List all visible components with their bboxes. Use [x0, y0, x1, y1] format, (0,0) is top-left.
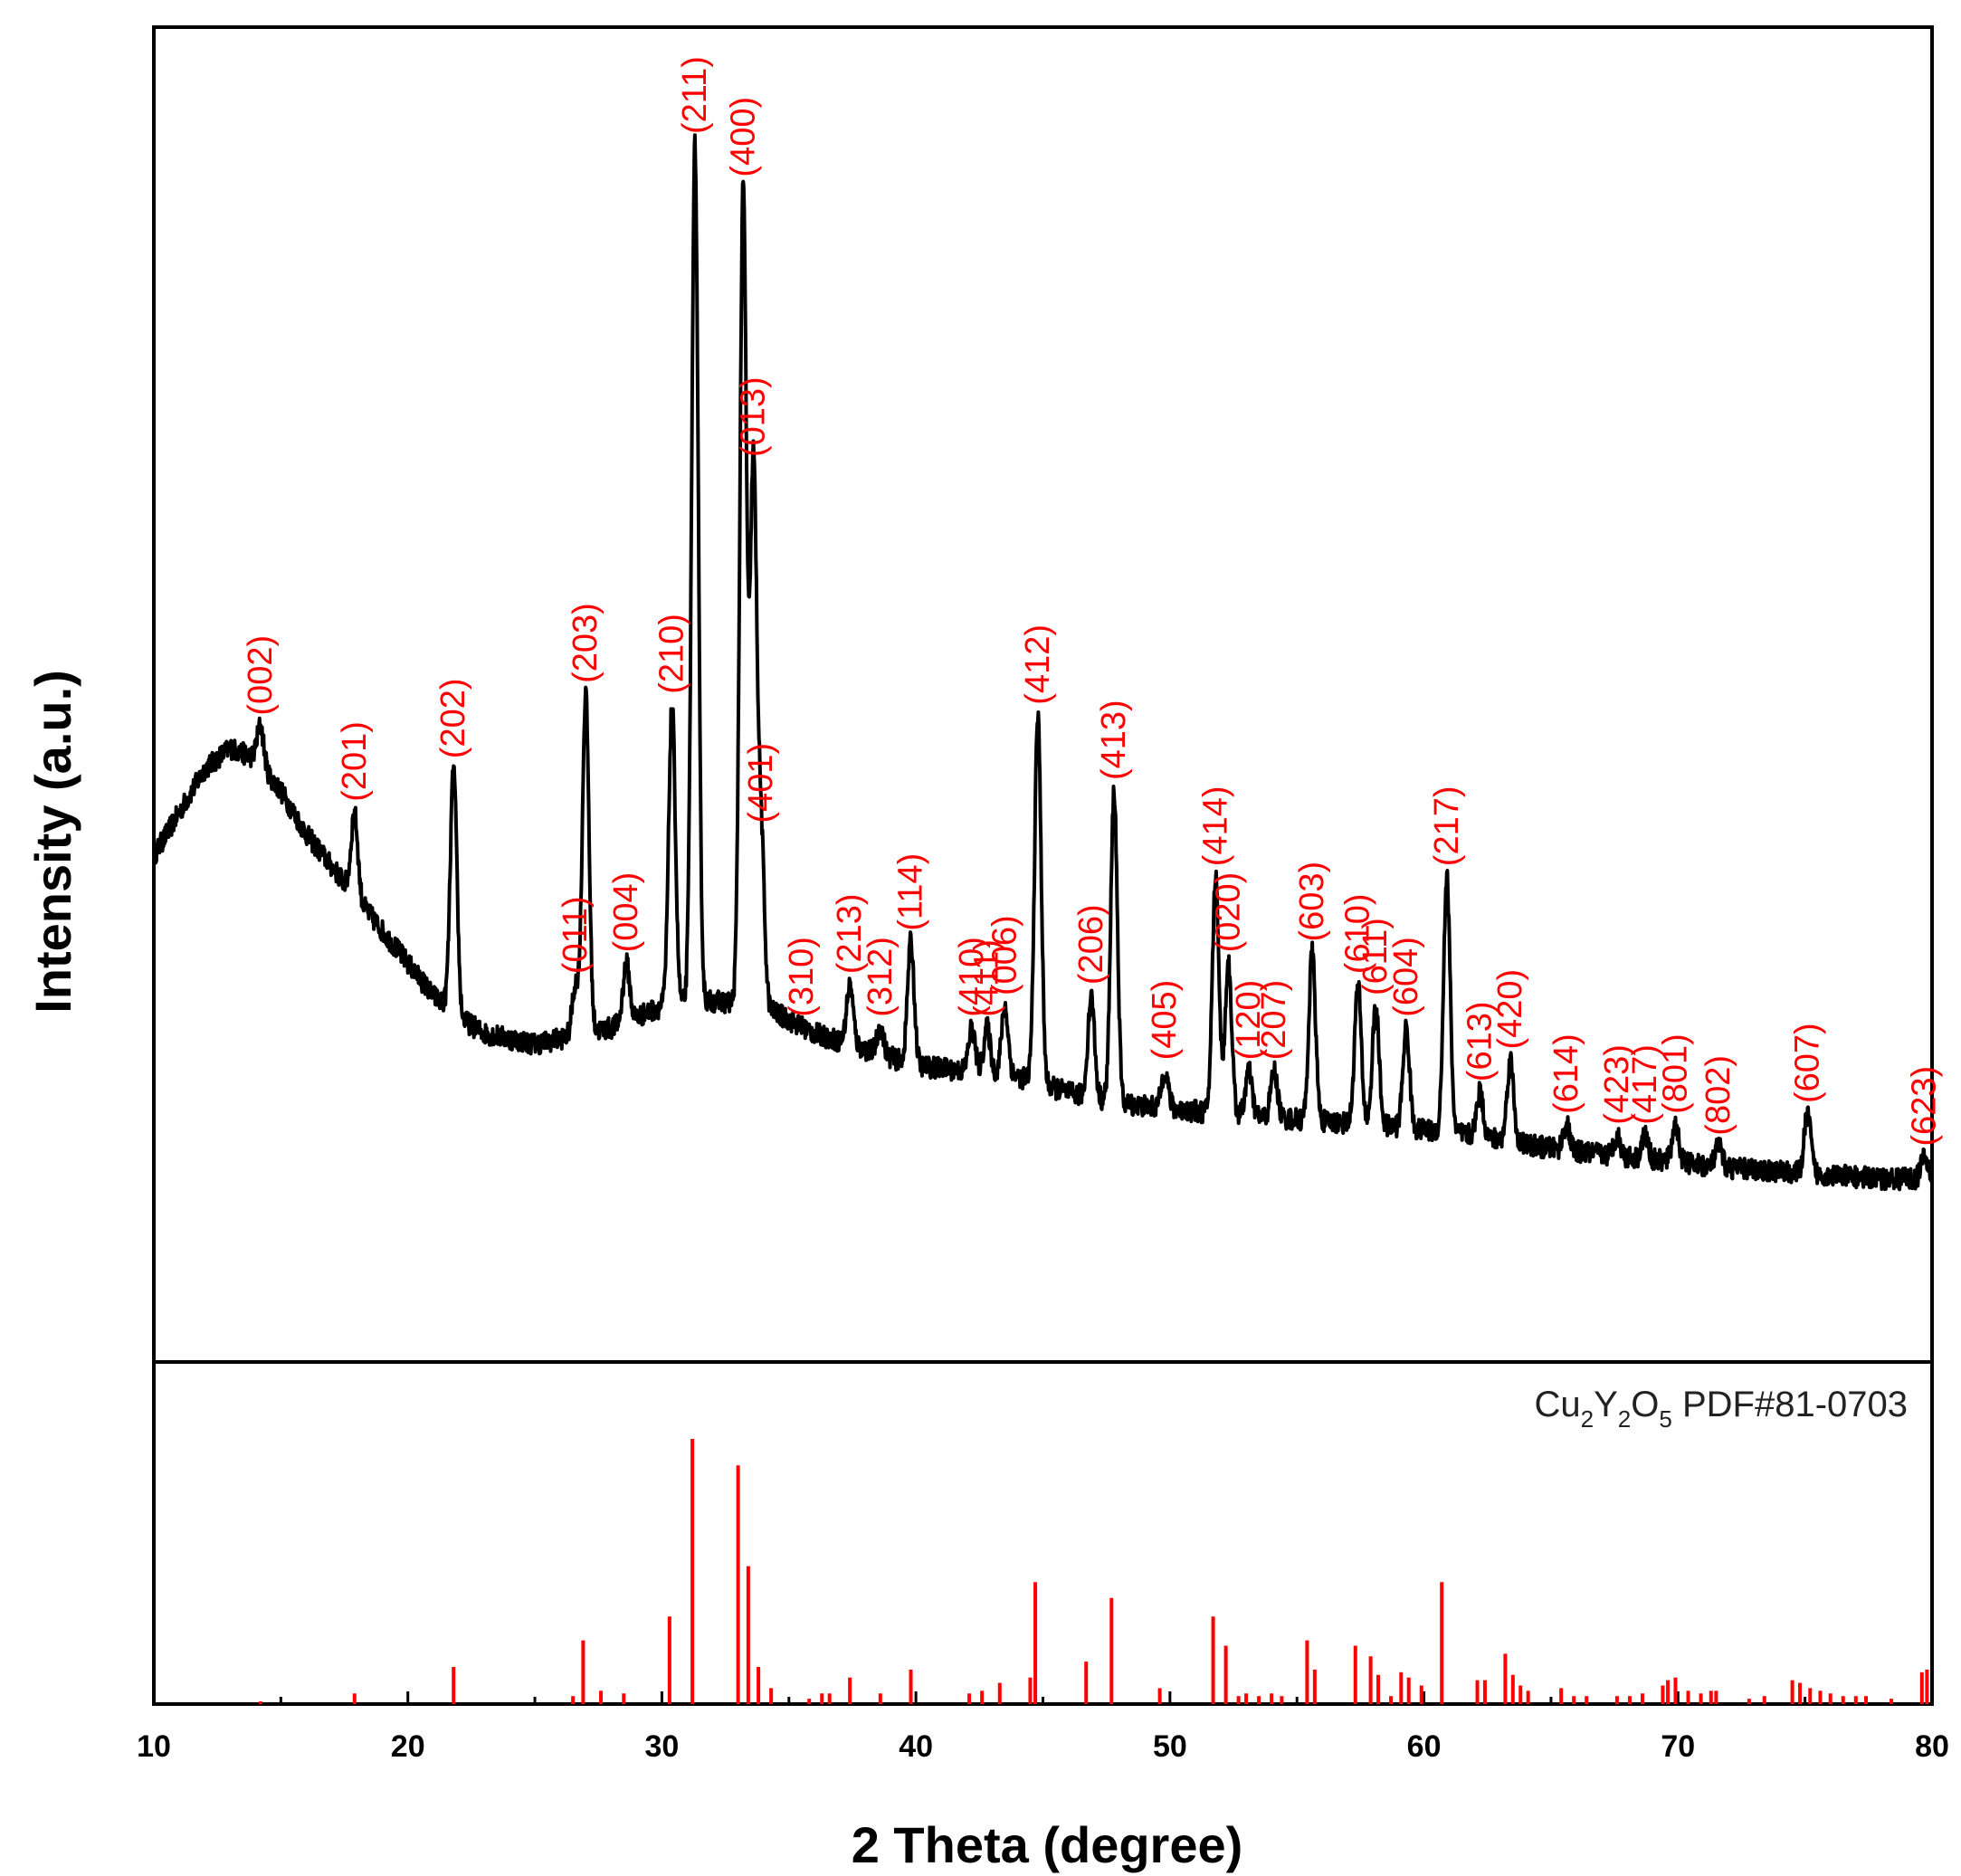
- hkl-label: (217): [1428, 786, 1466, 866]
- hkl-label: (610): [1339, 893, 1377, 974]
- hkl-label: (411): [968, 939, 1006, 1017]
- hkl-label: (203): [566, 603, 604, 683]
- hkl-label: (201): [336, 721, 374, 802]
- hkl-label: (013): [735, 376, 773, 457]
- hkl-label: (423): [1598, 1044, 1636, 1125]
- hkl-label: (011): [557, 896, 595, 974]
- hkl-label: (802): [1699, 1055, 1737, 1136]
- x-tick-label: 70: [1661, 1729, 1695, 1764]
- hkl-label: (120): [1230, 980, 1268, 1061]
- hkl-label: (310): [783, 937, 821, 1017]
- xrd-pattern-panel: [152, 133, 1934, 1192]
- hkl-label: (607): [1788, 1023, 1826, 1103]
- hkl-label: (603): [1293, 862, 1331, 942]
- hkl-label: (405): [1146, 980, 1184, 1061]
- reference-panel: [258, 1439, 1929, 1704]
- formula-text: Cu: [1534, 1385, 1580, 1424]
- formula-text: PDF#81-0703: [1672, 1385, 1908, 1424]
- hkl-label: (004): [607, 872, 645, 953]
- x-tick-label: 60: [1407, 1729, 1442, 1764]
- x-tick-label: 30: [645, 1729, 680, 1764]
- hkl-label: (604): [1387, 937, 1425, 1017]
- x-tick-label: 50: [1153, 1729, 1187, 1764]
- x-tick-label: 20: [391, 1729, 425, 1764]
- hkl-label: (420): [1491, 969, 1529, 1050]
- axes: 10 20 30 40 50 60 70 80: [137, 25, 1949, 1764]
- reference-label: Cu2Y2O5 PDF#81-0703: [1534, 1385, 1908, 1433]
- hkl-label: (006): [985, 915, 1023, 995]
- formula-subscript: 2: [1618, 1405, 1631, 1433]
- hkl-label: (801): [1657, 1033, 1695, 1114]
- hkl-label: (020): [1209, 872, 1247, 953]
- x-axis-title: 2 Theta (degree): [852, 1816, 1243, 1873]
- hkl-label: (414): [1196, 786, 1234, 866]
- hkl-label: (401): [742, 743, 780, 824]
- x-tick-label: 40: [899, 1729, 933, 1764]
- hkl-label: (202): [434, 678, 472, 758]
- formula-text: Y: [1594, 1385, 1618, 1424]
- hkl-label: (213): [831, 893, 869, 974]
- hkl-label: (611): [1357, 918, 1395, 995]
- xrd-pattern-line: [152, 133, 1934, 1192]
- hkl-label: (206): [1072, 904, 1110, 985]
- hkl-label: (623): [1906, 1066, 1944, 1147]
- formula-subscript: 2: [1581, 1405, 1594, 1433]
- hkl-label: (413): [1095, 700, 1133, 780]
- hkl-label: (400): [724, 97, 762, 177]
- hkl-label: (312): [862, 937, 900, 1017]
- hkl-labels: (002) (201) (202) (011) (203) (004) (210) (211)…: [242, 56, 1944, 1146]
- hkl-label: (614): [1547, 1033, 1585, 1114]
- formula-text: O: [1631, 1385, 1659, 1424]
- hkl-label: (410): [953, 937, 991, 1017]
- hkl-label: (114): [892, 853, 930, 931]
- hkl-label: (417): [1626, 1044, 1664, 1125]
- formula-subscript: 5: [1659, 1405, 1671, 1433]
- hkl-label: (207): [1255, 980, 1293, 1061]
- x-tick-label: 10: [137, 1729, 171, 1764]
- hkl-label: (211): [676, 56, 714, 134]
- y-axis-title: Intensity (a.u.): [24, 670, 81, 1014]
- hkl-label: (002): [242, 635, 280, 716]
- hkl-label: (210): [653, 614, 691, 694]
- hkl-label: (412): [1019, 624, 1057, 705]
- hkl-label: (613): [1461, 1001, 1499, 1081]
- x-tick-label: 80: [1915, 1729, 1949, 1764]
